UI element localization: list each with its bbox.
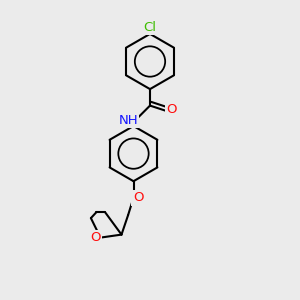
Text: O: O [90, 231, 100, 244]
Text: O: O [133, 191, 143, 204]
Text: O: O [167, 103, 177, 116]
Text: NH: NH [118, 114, 138, 127]
Text: Cl: Cl [143, 21, 157, 34]
